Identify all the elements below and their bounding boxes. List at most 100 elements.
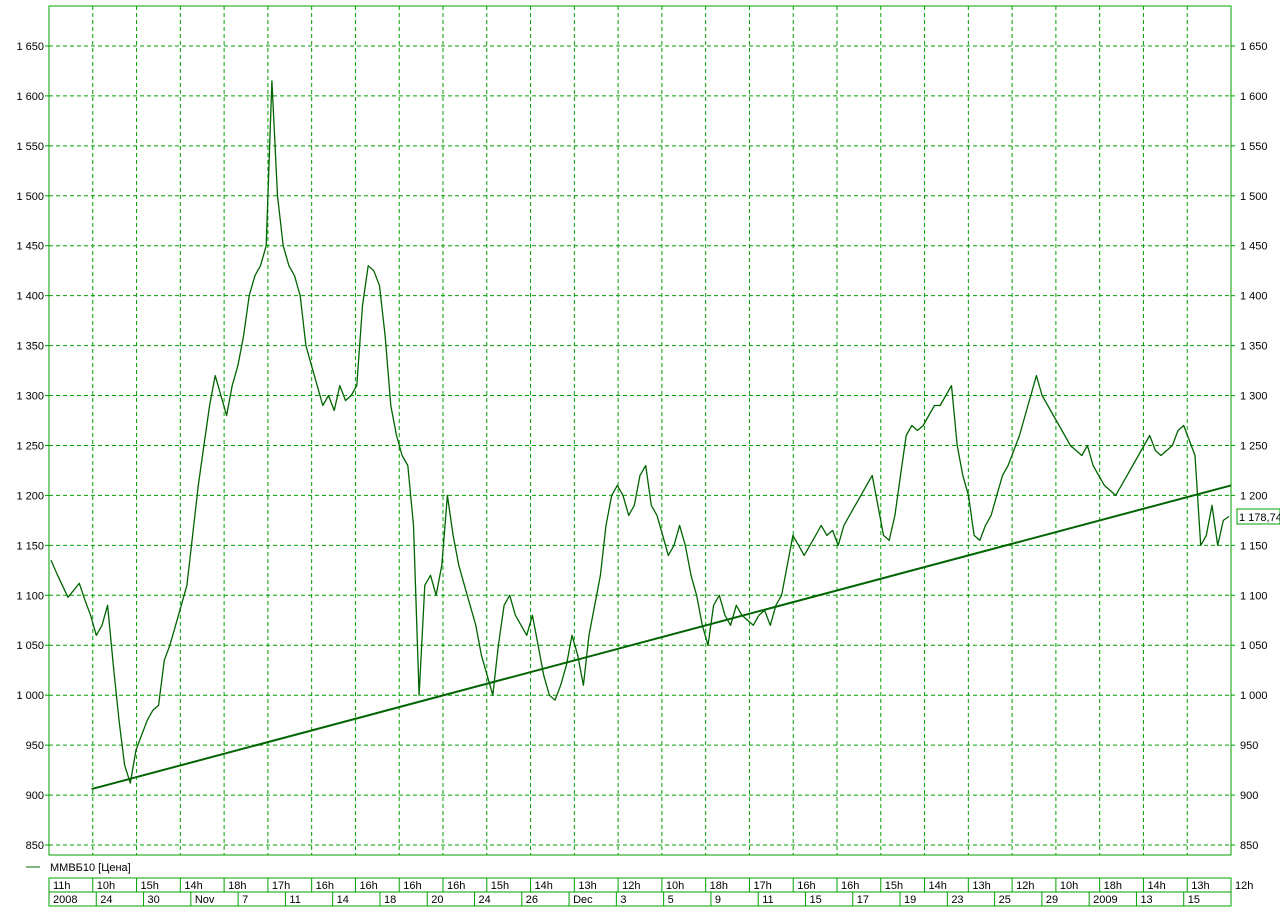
x-tick-label-hour: 18h <box>710 880 728 892</box>
y-axis-right: 1 650 1 600 1 550 1 500 1 450 1 400 1 350 1 300… <box>1231 41 1268 852</box>
x-tick-label-hour: 11h <box>53 880 71 892</box>
y-tick-label-left: 1 550 <box>16 141 44 153</box>
time-axis: 11h 10h 15h 14h 18h 17h 16h 16h 16h 16h 15h 14h 13h 1… <box>48 877 1253 907</box>
y-tick-label-right: 1 250 <box>1240 440 1268 452</box>
x-tick-label-date: 15 <box>809 894 821 906</box>
x-tick-label-date: 18 <box>384 894 396 906</box>
x-tick-label-date: 2008 <box>53 894 77 906</box>
x-tick-label-hour: 14h <box>535 880 553 892</box>
x-tick-label-hour: 10h <box>1060 880 1078 892</box>
y-tick-label-right: 1 650 <box>1240 41 1268 53</box>
x-tick-label-date: 20 <box>431 894 443 906</box>
y-tick-label-left: 1 450 <box>16 241 44 253</box>
y-tick-label-left: 1 500 <box>16 191 44 203</box>
y-tick-label-left: 1 300 <box>16 391 44 403</box>
y-tick-label-right: 950 <box>1240 740 1258 752</box>
x-tick-label-hour: 15h <box>491 880 509 892</box>
y-tick-label-right: 1 050 <box>1240 640 1268 652</box>
x-tick-label-hour: 16h <box>797 880 815 892</box>
y-tick-label-right: 1 350 <box>1240 341 1268 353</box>
x-tick-label-hour: 16h <box>841 880 859 892</box>
y-tick-label-right: 1 450 <box>1240 241 1268 253</box>
x-tick-label-hour: 16h <box>316 880 334 892</box>
y-tick-label-left: 1 650 <box>16 41 44 53</box>
legend-label: ММВБ10 [Цена] <box>50 862 131 874</box>
y-tick-label-right: 1 600 <box>1240 91 1268 103</box>
current-value-label: 1 178,74 <box>1239 512 1280 524</box>
y-tick-label-right: 1 550 <box>1240 141 1268 153</box>
y-tick-label-right: 1 200 <box>1240 490 1268 502</box>
y-tick-label-left: 1 200 <box>16 490 44 502</box>
x-tick-label-date: 24 <box>479 894 491 906</box>
x-tick-label-hour: 17h <box>272 880 290 892</box>
x-tick-label-date: Nov <box>195 894 215 906</box>
y-tick-label-left: 1 100 <box>16 590 44 602</box>
legend: ММВБ10 [Цена] <box>26 862 131 874</box>
x-tick-label-hour: 16h <box>447 880 465 892</box>
y-tick-label-left: 1 050 <box>16 640 44 652</box>
x-tick-label-date: 11 <box>762 894 773 906</box>
x-tick-label-date: 9 <box>715 894 721 906</box>
x-tick-label-date: 26 <box>526 894 538 906</box>
x-tick-label-date: 30 <box>148 894 160 906</box>
x-tick-label-date: 23 <box>951 894 963 906</box>
plot-marks <box>50 80 1232 791</box>
x-tick-label-hour: 18h <box>228 880 246 892</box>
x-tick-label-date: 25 <box>999 894 1011 906</box>
y-tick-label-left: 1 000 <box>16 690 44 702</box>
trend-line <box>91 484 1232 791</box>
y-tick-label-right: 1 000 <box>1240 690 1268 702</box>
y-axis-left: 1 650 1 600 1 550 1 500 1 450 1 400 1 350 1 300… <box>16 41 49 852</box>
x-tick-label-hour: 14h <box>184 880 202 892</box>
x-tick-label-hour: 18h <box>1104 880 1122 892</box>
y-tick-label-right: 900 <box>1240 790 1258 802</box>
x-tick-label-hour: 15h <box>885 880 903 892</box>
plot-area <box>48 5 1232 856</box>
x-tick-label-date: 5 <box>668 894 674 906</box>
series-line <box>50 80 1230 784</box>
y-tick-label-left: 1 350 <box>16 341 44 353</box>
x-tick-label-hour: 10h <box>666 880 684 892</box>
current-value-badge: 1 178,74 <box>1236 508 1280 525</box>
y-tick-label-right: 850 <box>1240 840 1258 852</box>
x-tick-label-hour: 16h <box>403 880 421 892</box>
y-tick-label-left: 1 400 <box>16 291 44 303</box>
x-tick-label-hour: 14h <box>929 880 947 892</box>
x-tick-label-date: 3 <box>620 894 626 906</box>
x-tick-label-date: 17 <box>857 894 869 906</box>
x-tick-label-hour: 12h <box>1016 880 1034 892</box>
x-tick-label-hour: 12h <box>622 880 640 892</box>
x-tick-label-hour: 13h <box>1191 880 1209 892</box>
x-tick-label-date: 14 <box>337 894 349 906</box>
y-tick-label-right: 1 300 <box>1240 391 1268 403</box>
y-tick-label-left: 1 600 <box>16 91 44 103</box>
x-tick-label-date: 19 <box>904 894 916 906</box>
y-tick-label-left: 850 <box>26 840 44 852</box>
x-tick-label-date: 2009 <box>1093 894 1117 906</box>
y-tick-label-right: 1 150 <box>1240 540 1268 552</box>
x-tick-label-date: 7 <box>242 894 248 906</box>
x-tick-label-date: 11 <box>289 894 300 906</box>
x-tick-label-date: Dec <box>573 894 593 906</box>
x-tick-label-hour: 17h <box>753 880 771 892</box>
x-tick-label-date: 13 <box>1140 894 1152 906</box>
x-tick-label-date: 29 <box>1046 894 1058 906</box>
x-tick-label-hour: 15h <box>141 880 159 892</box>
y-tick-label-left: 1 150 <box>16 540 44 552</box>
x-tick-label-hour: 16h <box>359 880 377 892</box>
grid-lines <box>49 6 1231 855</box>
y-tick-label-left: 900 <box>26 790 44 802</box>
y-tick-label-left: 1 250 <box>16 440 44 452</box>
x-tick-label-hour: 13h <box>578 880 596 892</box>
y-tick-label-left: 950 <box>26 740 44 752</box>
x-tick-label-date: 15 <box>1188 894 1200 906</box>
x-tick-label-date: 24 <box>100 894 112 906</box>
y-tick-label-right: 1 500 <box>1240 191 1268 203</box>
x-tick-label-hour: 13h <box>972 880 990 892</box>
y-tick-label-right: 1 400 <box>1240 291 1268 303</box>
x-tick-label-hour: 12h <box>1235 880 1253 892</box>
y-tick-label-right: 1 100 <box>1240 590 1268 602</box>
x-tick-label-hour: 14h <box>1147 880 1165 892</box>
x-tick-label-hour: 10h <box>97 880 115 892</box>
